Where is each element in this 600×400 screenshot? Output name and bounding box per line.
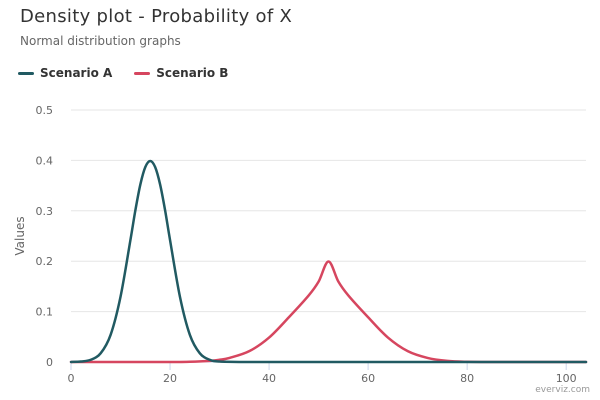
y-tick-label: 0.3 [36, 205, 54, 218]
legend-label-scenario-b: Scenario B [156, 66, 229, 80]
series-line-scenario-a[interactable] [69, 159, 588, 364]
legend-item-scenario-a[interactable]: Scenario A [18, 66, 112, 80]
legend-swatch-scenario-a [18, 71, 34, 75]
axes: 0 0.1 0.2 0.3 0.4 0.5 0 20 40 60 80 100 Values [13, 104, 586, 385]
x-tick-label: 80 [460, 372, 474, 385]
x-tick-label: 100 [556, 372, 577, 385]
credits-label[interactable]: everviz.com [535, 385, 590, 395]
x-tick-label: 20 [163, 372, 177, 385]
legend-swatch-scenario-b [134, 71, 151, 75]
x-tick-label: 40 [262, 372, 276, 385]
legend-label-scenario-a: Scenario A [40, 66, 113, 80]
legend-item-scenario-b[interactable]: Scenario B [134, 66, 228, 80]
chart-title: Density plot - Probability of X [20, 6, 293, 27]
y-tick-label: 0.2 [36, 255, 54, 268]
y-axis-title: Values [13, 216, 27, 255]
x-tick-label: 0 [68, 372, 75, 385]
y-tick-label: 0.5 [36, 104, 54, 117]
y-tick-label: 0 [46, 356, 53, 369]
grid-lines [71, 109, 586, 313]
legend: Scenario A Scenario B [18, 66, 228, 80]
series-lines [69, 159, 588, 364]
chart-subtitle: Normal distribution graphs [20, 34, 181, 48]
y-tick-label: 0.4 [36, 154, 54, 167]
x-tick-label: 60 [361, 372, 375, 385]
y-tick-label: 0.1 [36, 306, 54, 319]
